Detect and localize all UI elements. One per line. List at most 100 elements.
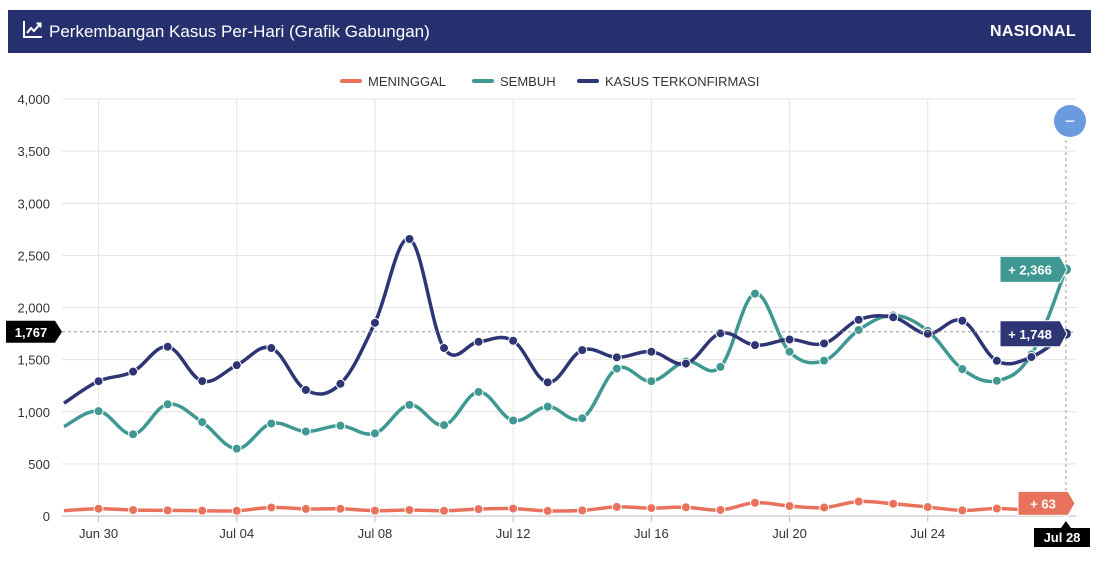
data-point-kasus[interactable] xyxy=(611,352,622,363)
data-point-sembuh[interactable] xyxy=(128,429,139,440)
data-point-kasus[interactable] xyxy=(922,328,933,339)
data-point-meninggal[interactable] xyxy=(473,504,484,515)
zoom-out-button-bg[interactable] xyxy=(1054,105,1086,137)
data-point-kasus[interactable] xyxy=(542,377,553,388)
data-point-kasus[interactable] xyxy=(93,376,104,387)
data-point-meninggal[interactable] xyxy=(611,501,622,512)
data-point-sembuh[interactable] xyxy=(300,426,311,437)
x-tick-label: Jul 08 xyxy=(358,526,393,541)
y-axis: 0 500 1,000 1,500 2,000 2,500 3,000 3,500 4,000 xyxy=(17,92,50,524)
data-point-sembuh[interactable] xyxy=(577,413,588,424)
data-point-sembuh[interactable] xyxy=(369,428,380,439)
data-point-meninggal[interactable] xyxy=(991,503,1002,514)
legend-label-meninggal: MENINGGAL xyxy=(368,74,446,89)
legend-item-sembuh[interactable]: SEMBUH xyxy=(472,74,556,89)
data-point-kasus[interactable] xyxy=(784,334,795,345)
legend-item-meninggal[interactable]: MENINGGAL xyxy=(340,74,446,89)
data-point-meninggal[interactable] xyxy=(266,502,277,513)
data-point-meninggal[interactable] xyxy=(335,503,346,514)
data-point-sembuh[interactable] xyxy=(266,418,277,429)
data-point-kasus[interactable] xyxy=(577,345,588,356)
x-tick-label: Jul 04 xyxy=(219,526,254,541)
data-point-sembuh[interactable] xyxy=(335,420,346,431)
data-point-meninggal[interactable] xyxy=(922,502,933,513)
data-point-kasus[interactable] xyxy=(819,338,830,349)
data-point-meninggal[interactable] xyxy=(750,497,760,508)
data-point-sembuh[interactable] xyxy=(957,364,968,375)
data-point-meninggal[interactable] xyxy=(162,505,173,516)
data-point-meninggal[interactable] xyxy=(888,498,899,509)
legend-swatch-sembuh xyxy=(472,79,494,83)
data-point-kasus[interactable] xyxy=(335,378,346,389)
data-point-kasus[interactable] xyxy=(473,336,484,347)
y-tick-label: 1,000 xyxy=(17,405,50,420)
legend-item-kasus[interactable]: KASUS TERKONFIRMASI xyxy=(577,74,759,89)
data-point-meninggal[interactable] xyxy=(93,503,104,514)
data-point-kasus[interactable] xyxy=(266,343,277,354)
data-point-sembuh[interactable] xyxy=(508,415,519,426)
data-point-meninggal[interactable] xyxy=(128,504,139,515)
data-point-sembuh[interactable] xyxy=(162,399,173,410)
data-point-meninggal[interactable] xyxy=(680,502,691,513)
data-point-meninggal[interactable] xyxy=(957,505,968,516)
data-point-sembuh[interactable] xyxy=(197,417,208,428)
data-point-meninggal[interactable] xyxy=(577,505,588,516)
tooltip-sembuh: + 2,366 xyxy=(999,255,1068,283)
data-point-kasus[interactable] xyxy=(404,234,415,245)
chart-header: Perkembangan Kasus Per-Hari (Grafik Gabu… xyxy=(8,10,1091,53)
data-point-kasus[interactable] xyxy=(162,341,173,352)
data-point-sembuh[interactable] xyxy=(439,420,450,431)
data-point-sembuh[interactable] xyxy=(611,363,622,374)
data-point-meninggal[interactable] xyxy=(508,503,519,514)
data-point-sembuh[interactable] xyxy=(93,406,104,417)
data-point-kasus[interactable] xyxy=(991,355,1002,366)
data-point-kasus[interactable] xyxy=(888,312,899,323)
data-point-kasus[interactable] xyxy=(1026,352,1037,363)
data-point-meninggal[interactable] xyxy=(369,505,380,516)
legend-label-kasus: KASUS TERKONFIRMASI xyxy=(605,74,759,89)
data-point-kasus[interactable] xyxy=(853,314,864,325)
crosshair-y-label: 1,767 xyxy=(6,320,62,343)
y-tick-label: 2,500 xyxy=(17,248,50,263)
data-point-meninggal[interactable] xyxy=(439,505,450,516)
data-point-kasus[interactable] xyxy=(957,315,968,326)
data-point-meninggal[interactable] xyxy=(300,503,311,514)
data-point-sembuh[interactable] xyxy=(750,288,760,299)
tooltip-bg-meninggal xyxy=(1017,490,1076,516)
data-point-kasus[interactable] xyxy=(508,335,519,346)
data-point-meninggal[interactable] xyxy=(231,505,242,516)
data-point-sembuh[interactable] xyxy=(404,399,415,410)
data-point-meninggal[interactable] xyxy=(715,504,726,515)
series-sembuh xyxy=(63,262,1073,454)
data-point-kasus[interactable] xyxy=(128,366,139,377)
data-point-sembuh[interactable] xyxy=(231,443,242,454)
data-point-sembuh[interactable] xyxy=(646,376,657,387)
data-point-kasus[interactable] xyxy=(680,358,691,369)
data-point-meninggal[interactable] xyxy=(646,503,657,514)
data-point-kasus[interactable] xyxy=(231,360,242,371)
data-point-meninggal[interactable] xyxy=(404,504,415,515)
y-tick-label: 1,500 xyxy=(17,353,50,368)
data-point-kasus[interactable] xyxy=(197,376,208,387)
data-point-meninggal[interactable] xyxy=(819,502,830,513)
data-point-sembuh[interactable] xyxy=(473,386,484,397)
data-point-meninggal[interactable] xyxy=(784,500,795,511)
data-point-kasus[interactable] xyxy=(439,343,450,354)
data-point-meninggal[interactable] xyxy=(853,496,864,507)
data-point-sembuh[interactable] xyxy=(784,346,795,357)
x-tick-label: Jul 12 xyxy=(496,526,531,541)
data-point-sembuh[interactable] xyxy=(853,325,864,336)
zoom-out-button[interactable]: − xyxy=(1054,105,1086,137)
data-point-sembuh[interactable] xyxy=(991,375,1002,386)
data-point-kasus[interactable] xyxy=(750,340,760,351)
data-point-kasus[interactable] xyxy=(646,346,657,357)
data-point-sembuh[interactable] xyxy=(715,361,726,372)
data-point-kasus[interactable] xyxy=(300,384,311,395)
data-point-kasus[interactable] xyxy=(715,328,726,339)
data-point-meninggal[interactable] xyxy=(197,505,208,516)
data-point-meninggal[interactable] xyxy=(542,505,553,516)
data-point-kasus[interactable] xyxy=(369,317,380,328)
data-point-sembuh[interactable] xyxy=(542,401,553,412)
data-point-sembuh[interactable] xyxy=(819,355,830,366)
tooltip-kasus: + 1,748 xyxy=(999,320,1068,348)
